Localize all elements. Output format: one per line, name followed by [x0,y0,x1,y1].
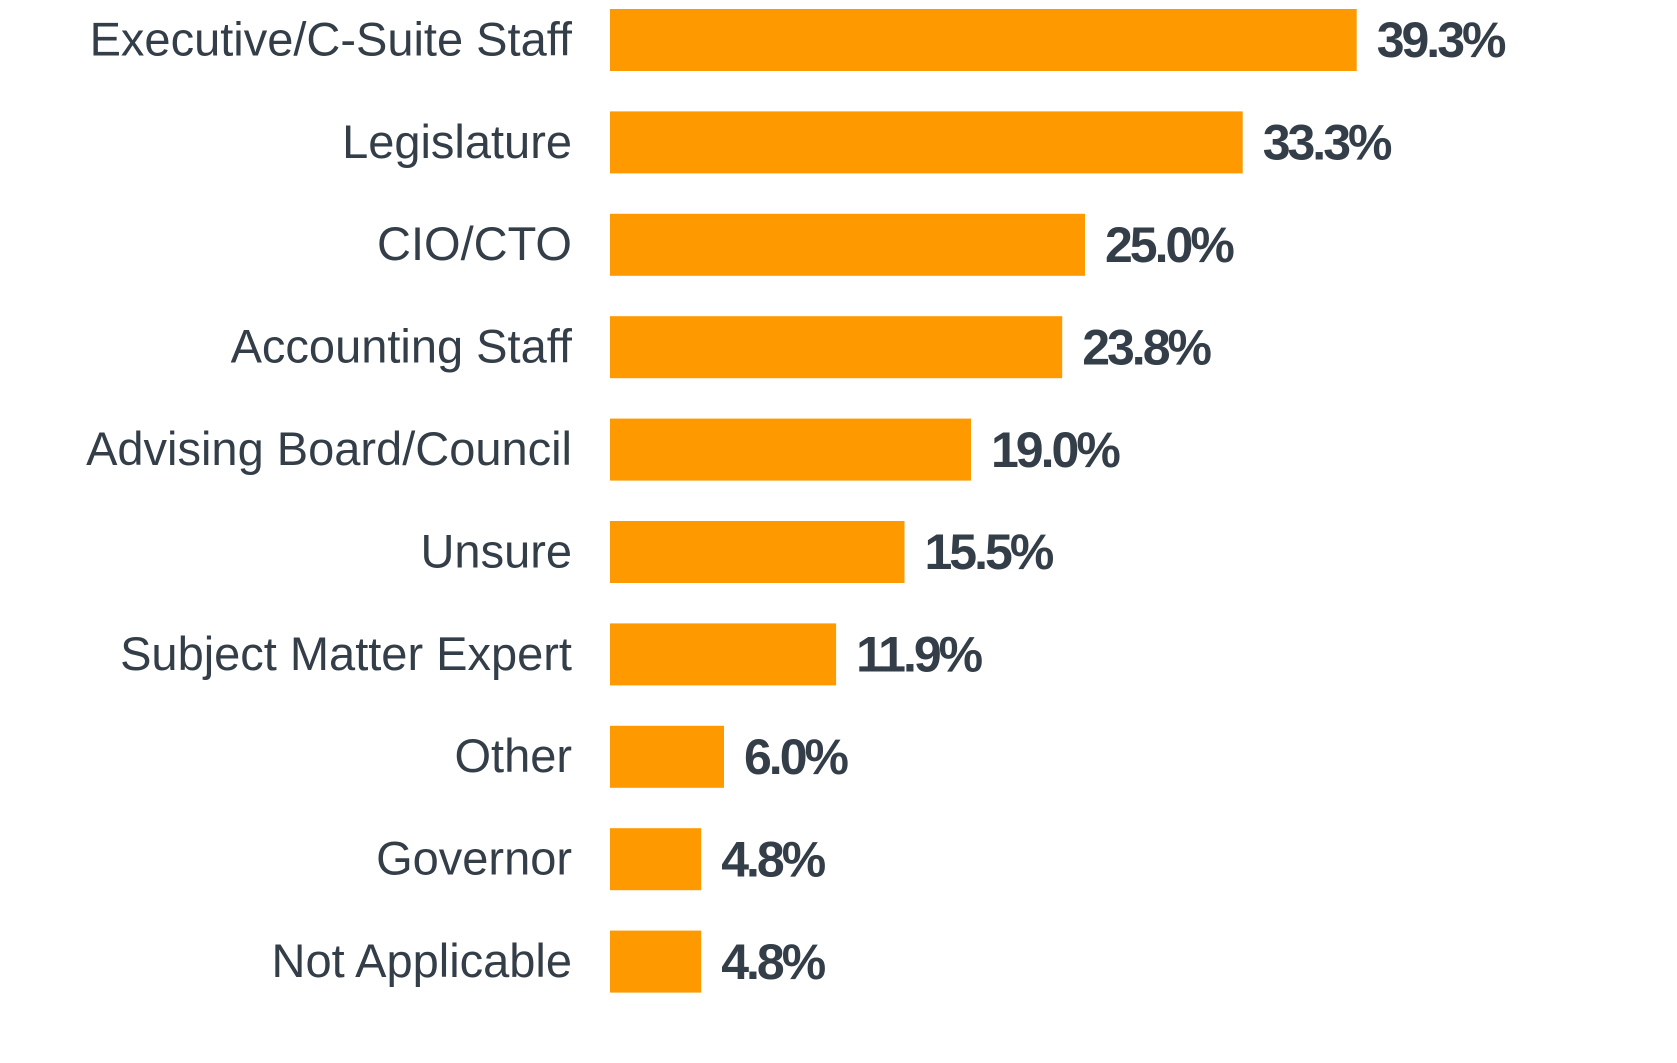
value-label: 4.8% [721,934,826,990]
bar [610,111,1243,174]
bar [610,623,837,686]
category-label: Unsure [420,524,572,577]
bar [610,521,905,583]
category-label: CIO/CTO [377,217,572,270]
value-label: 33.3% [1263,115,1392,171]
bar [610,725,724,788]
category-label: Subject Matter Expert [120,627,572,680]
value-label: 6.0% [744,729,849,785]
value-label: 23.8% [1082,319,1211,375]
bar [610,213,1085,276]
category-label: Accounting Staff [231,320,573,373]
bar [610,9,1357,71]
bar [610,930,702,993]
value-label: 11.9% [856,627,983,683]
category-label: Governor [376,832,572,885]
category-label: Advising Board/Council [86,422,572,475]
bar [610,316,1063,379]
value-label: 19.0% [991,422,1120,478]
value-label: 15.5% [925,524,1054,580]
category-label: Executive/C-Suite Staff [90,12,573,65]
category-label: Other [454,729,572,782]
bar [610,418,971,481]
value-label: 4.8% [721,831,826,887]
category-label: Not Applicable [272,934,572,987]
bar [610,828,702,891]
value-label: 39.3% [1377,12,1506,68]
category-label: Legislature [342,115,572,168]
value-label: 25.0% [1105,217,1234,273]
